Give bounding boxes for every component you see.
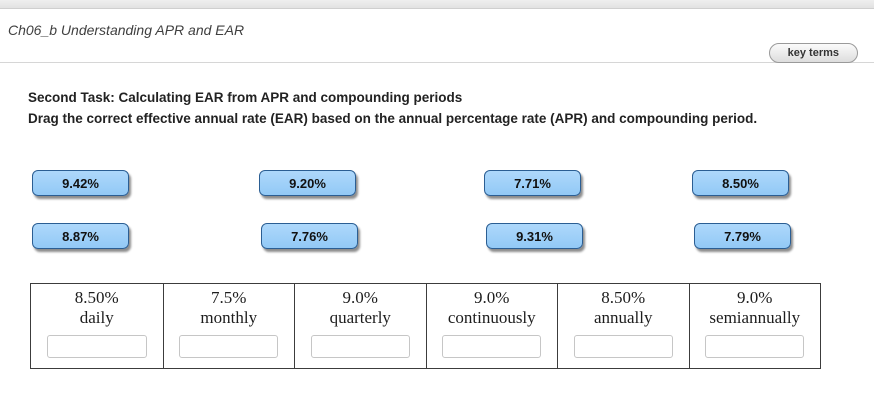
ear-chip[interactable]: 7.76% xyxy=(261,223,358,249)
answer-table: 8.50% daily 7.5% monthly 9.0% quarterly … xyxy=(30,283,821,369)
ear-chip[interactable]: 7.71% xyxy=(484,170,581,196)
key-terms-button[interactable]: key terms xyxy=(768,43,858,63)
column-period-label: annually xyxy=(593,308,653,327)
column-period-label: monthly xyxy=(200,308,258,327)
column-apr-label: 9.0% xyxy=(737,288,773,307)
answer-column-annually: 8.50% annually xyxy=(557,284,689,368)
answer-column-continuously: 9.0% continuously xyxy=(425,284,558,368)
drop-zone-monthly[interactable] xyxy=(179,335,279,358)
top-strip xyxy=(0,0,874,9)
answer-column-daily: 8.50% daily xyxy=(31,284,163,368)
page-title: Ch06_b Understanding APR and EAR xyxy=(8,22,245,38)
instruction-task-heading: Second Task: Calculating EAR from APR an… xyxy=(28,90,463,105)
drop-zone-annually[interactable] xyxy=(573,335,673,358)
ear-chip[interactable]: 9.20% xyxy=(259,170,356,196)
instruction-drag-direction: Drag the correct effective annual rate (… xyxy=(28,111,758,126)
ear-chip[interactable]: 9.31% xyxy=(486,223,583,249)
column-apr-label: 8.50% xyxy=(601,288,646,307)
column-apr-label: 8.50% xyxy=(74,288,119,307)
drop-zone-continuously[interactable] xyxy=(442,335,542,358)
drop-zone-daily[interactable] xyxy=(46,335,147,358)
ear-chip[interactable]: 9.42% xyxy=(32,170,129,196)
chips-area: 9.42% 9.20% 7.71% 8.50% 8.87% 7.76% 9.31… xyxy=(0,170,874,280)
drop-zone-semiannually[interactable] xyxy=(705,335,805,358)
ear-chip[interactable]: 8.50% xyxy=(692,170,789,196)
column-apr-label: 9.0% xyxy=(342,288,378,307)
answer-column-monthly: 7.5% monthly xyxy=(162,284,295,368)
column-apr-label: 7.5% xyxy=(211,288,247,307)
answer-column-semiannually: 9.0% semiannually xyxy=(688,284,821,368)
drop-zone-quarterly[interactable] xyxy=(310,335,410,358)
column-period-label: daily xyxy=(79,308,114,327)
column-period-label: quarterly xyxy=(329,308,391,327)
ear-chip[interactable]: 7.79% xyxy=(694,223,791,249)
column-period-label: continuously xyxy=(447,308,536,327)
column-apr-label: 9.0% xyxy=(474,288,510,307)
header-divider xyxy=(0,62,874,63)
answer-column-quarterly: 9.0% quarterly xyxy=(294,284,426,368)
column-period-label: semiannually xyxy=(709,308,801,327)
ear-chip[interactable]: 8.87% xyxy=(32,223,129,249)
